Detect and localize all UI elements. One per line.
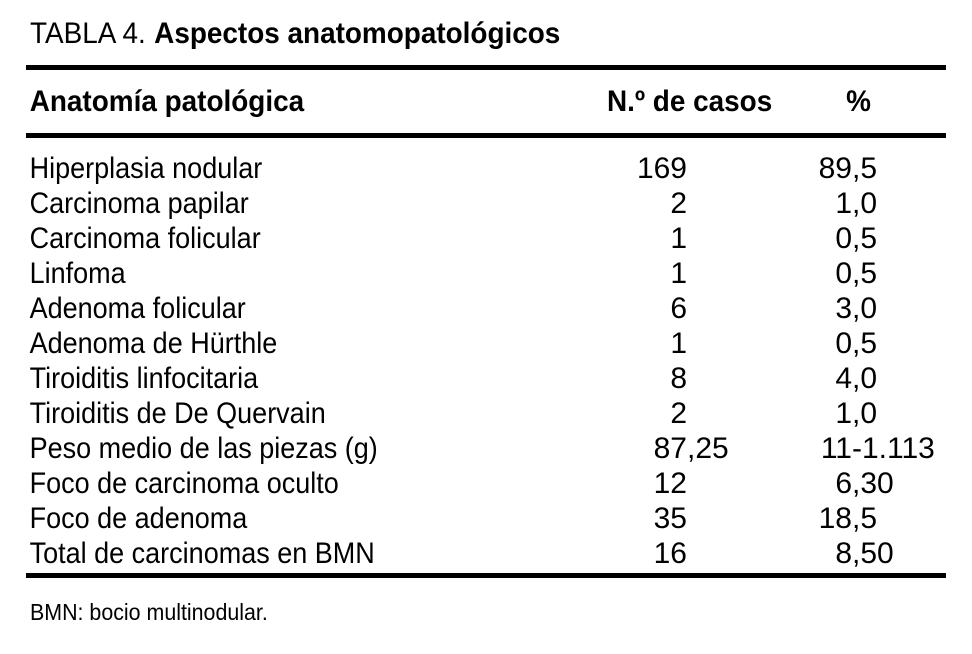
table-row: Total de carcinomas en BMN 16 8,50 bbox=[26, 536, 946, 571]
table-row: Carcinoma folicular 1 0,5 bbox=[26, 221, 946, 256]
table-row: Linfoma 1 0,5 bbox=[26, 256, 946, 291]
cell-pathology: Tiroiditis linfocitaria bbox=[29, 362, 259, 395]
table-title-text: Aspectos anatomopatológicos bbox=[154, 17, 561, 50]
cell-percent: 1,0 bbox=[835, 397, 878, 430]
header-anatomia-patologica: Anatomía patológica bbox=[29, 84, 305, 118]
cell-pathology: Hiperplasia nodular bbox=[29, 152, 263, 185]
cell-percent: 0,5 bbox=[835, 222, 878, 255]
table-row: Foco de adenoma 35 18,5 bbox=[26, 501, 946, 536]
table-body: Hiperplasia nodular 169 89,5 Carcinoma p… bbox=[26, 138, 946, 573]
table-footnote: BMN: bocio multinodular. bbox=[30, 599, 268, 625]
cell-cases: 87,25 bbox=[653, 432, 729, 465]
cell-cases: 12 bbox=[653, 467, 687, 500]
cell-percent: 3,0 bbox=[835, 292, 878, 325]
cell-percent: 8,50 bbox=[835, 537, 894, 570]
table-row: Carcinoma papilar 2 1,0 bbox=[26, 186, 946, 221]
cell-percent: 1,0 bbox=[835, 187, 878, 220]
cell-percent: 11 -1.113 bbox=[820, 432, 935, 465]
divider-bottom bbox=[26, 573, 946, 578]
table-row: Foco de carcinoma oculto 12 6,30 bbox=[26, 466, 946, 501]
cell-pathology: Total de carcinomas en BMN bbox=[29, 537, 375, 570]
cell-pathology: Adenoma folicular bbox=[29, 292, 246, 325]
cell-percent: 6,30 bbox=[835, 467, 894, 500]
table-row: Adenoma de Hürthle 1 0,5 bbox=[26, 326, 946, 361]
divider-header bbox=[26, 133, 946, 138]
cell-pathology: Peso medio de las piezas (g) bbox=[29, 432, 378, 465]
table-header-row: Anatomía patológica N.º de casos % bbox=[26, 70, 946, 133]
cell-pathology: Foco de carcinoma oculto bbox=[29, 467, 339, 500]
cell-cases: 1 bbox=[670, 257, 687, 290]
cell-cases: 16 bbox=[653, 537, 687, 570]
cell-cases: 8 bbox=[670, 362, 687, 395]
cell-cases: 6 bbox=[670, 292, 687, 325]
cell-pathology: Foco de adenoma bbox=[29, 502, 248, 535]
cell-pathology: Tiroiditis de De Quervain bbox=[29, 397, 326, 430]
table-row: Adenoma folicular 6 3,0 bbox=[26, 291, 946, 326]
table-row: Hiperplasia nodular 169 89,5 bbox=[26, 151, 946, 186]
cell-cases: 2 bbox=[670, 187, 687, 220]
table-row: Tiroiditis de De Quervain 2 1,0 bbox=[26, 396, 946, 431]
cell-percent: 0,5 bbox=[835, 257, 878, 290]
table-number: TABLA 4. bbox=[30, 17, 146, 50]
table-row: Peso medio de las piezas (g) 87,25 11 -1.… bbox=[26, 431, 946, 466]
cell-percent: 18,5 bbox=[818, 502, 878, 535]
divider-top bbox=[26, 65, 946, 70]
table-row: Tiroiditis linfocitaria 8 4,0 bbox=[26, 361, 946, 396]
cell-cases: 169 bbox=[636, 152, 687, 185]
cell-cases: 1 bbox=[670, 327, 687, 360]
header-num-casos: N.º de casos bbox=[606, 84, 773, 118]
cell-pathology: Adenoma de Hürthle bbox=[29, 327, 278, 360]
table-title: TABLA 4. Aspectos anatomopatológicos bbox=[30, 16, 882, 51]
cell-percent: 0,5 bbox=[835, 327, 878, 360]
header-percent: % bbox=[846, 84, 871, 118]
cell-pathology: Carcinoma papilar bbox=[29, 187, 249, 220]
cell-cases: 2 bbox=[670, 397, 687, 430]
cell-pathology: Carcinoma folicular bbox=[29, 222, 261, 255]
cell-percent: 4,0 bbox=[835, 362, 878, 395]
cell-percent: 89,5 bbox=[818, 152, 878, 185]
cell-pathology: Linfoma bbox=[29, 257, 126, 290]
cell-cases: 1 bbox=[670, 222, 687, 255]
cell-cases: 35 bbox=[653, 502, 687, 535]
